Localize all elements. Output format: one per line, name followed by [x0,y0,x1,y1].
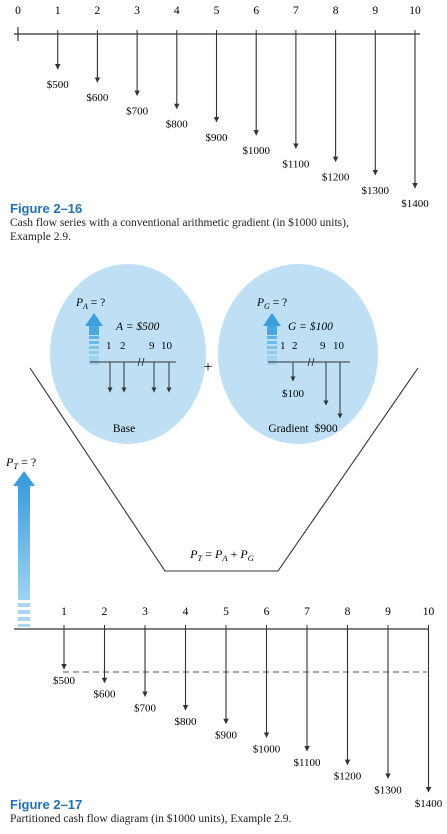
funnel-equation: PT = PA + PG [189,547,254,563]
figure-16-axis-ticks [57,30,416,34]
figure-16-period-5: 5 [214,5,220,17]
figure-16-caption-line-1: Cash flow series with a conventional ari… [10,217,349,229]
figure-17-amount-8: $1200 [334,771,362,783]
figure-16-cash-flow-arrows [54,34,418,189]
figure-16-amount-4: $800 [166,119,189,131]
figure-17-amount-labels: $500 $600 $700 $800 $900 $1000 $1100 $1200 $1300… [53,675,443,810]
figure-17-period-7: 7 [304,606,310,618]
figure-16-period-1: 1 [55,5,61,17]
figure-17-axis-ticks [63,625,429,629]
base-period-9: 9 [149,340,155,352]
figure-16-amount-1: $500 [47,79,70,91]
figure-17-amount-5: $900 [215,730,238,742]
figure-17-amount-1: $500 [53,675,76,687]
base-up-arrow [85,313,103,365]
figure-17-amount-9: $1300 [374,784,402,796]
figure-16-period-3: 3 [134,5,140,17]
figure-16-period-8: 8 [333,5,339,17]
base-period-10: 10 [161,340,173,352]
figure-16-amount-2: $600 [86,92,109,104]
figure-16-period-0: 0 [15,5,21,17]
figure-17-period-3: 3 [142,606,148,618]
figure-16-amount-10: $1400 [401,198,429,210]
figure-16-amount-9: $1300 [362,185,390,197]
base-name: Base [113,423,135,435]
gradient-amount-label: G = $100 [288,320,333,333]
figure-17-caption-text: Partitioned cash flow diagram (in $1000 … [10,813,292,825]
figure-17-amount-4: $800 [175,716,198,728]
gradient-name: Gradient $900 [268,422,337,435]
figure-17-period-10: 10 [423,606,435,618]
base-pa-label: PA = ? [75,297,105,311]
figure-17-period-4: 4 [183,606,189,618]
figure-16-diagram: 0 1 2 3 4 5 6 7 8 9 10 $500 $600 $700 $800 $900 $1000 $1… [14,5,429,210]
base-period-2: 2 [120,340,126,352]
figure-17-diagram: PT = ? 1 2 3 4 5 6 7 8 9 10 $500$600$700$800$900$… [5,455,443,810]
gradient-pg-label: PG = ? [256,297,287,311]
figure-17-amount-7: $1100 [293,757,321,769]
figure-17-period-8: 8 [345,606,351,618]
gradient-period-1: 1 [280,340,286,352]
figure-16-amount-8: $1200 [322,172,350,184]
base-circle: PA = ? A = $500 1 2 9 10 Base [50,264,206,444]
figure-17-period-9: 9 [385,606,391,618]
figure-17-amount-2: $600 [94,689,117,701]
base-amount-label: A = $500 [115,320,160,333]
pt-label: PT = ? [5,455,36,471]
figure-17-amount-6: $1000 [253,743,281,755]
figure-16-amount-3: $700 [126,105,149,117]
figure-17-period-6: 6 [264,606,270,618]
figure-17-amount-10: $1400 [415,798,443,810]
figure-17-caption: Figure 2–17 Partitioned cash flow diagra… [10,797,440,826]
figure-16-period-7: 7 [293,5,299,17]
pt-up-arrow [13,471,35,627]
figure-17-period-5: 5 [223,606,229,618]
figure-16-period-4: 4 [174,5,180,17]
figure-17-title: Figure 2–17 [10,797,83,812]
plus-sign: + [203,359,212,376]
gradient-period-9: 9 [320,340,326,352]
figure-17-cash-flow-arrows [61,629,432,793]
figure-16-amount-6: $1000 [242,145,270,157]
figure-16-amount-7: $1100 [282,158,310,170]
figure-17-period-labels: 1 2 3 4 5 6 7 8 9 10 [61,606,434,618]
gradient-axis-break [307,357,315,367]
figure-16-period-labels: 0 1 2 3 4 5 6 7 8 9 10 [15,5,421,17]
figure-16-amount-labels: $500 $600 $700 $800 $900 $1000 $1100 $1200 $1300… [47,79,430,210]
figure-17-period-1: 1 [61,606,67,618]
figure-16-title: Figure 2–16 [10,201,83,216]
figure-17-amount-3: $700 [134,702,157,714]
figure-16-caption-line-2: Example 2.9. [10,231,71,243]
figure-16-period-6: 6 [253,5,259,17]
gradient-first-amount: $100 [282,388,305,400]
figure-16-amount-5: $900 [206,132,229,144]
funnel-outline: PT = PA + PG [29,367,419,572]
base-axis-break [137,357,145,367]
gradient-up-arrow [263,313,281,365]
figure-16-period-9: 9 [372,5,378,17]
gradient-circle: PG = ? G = $100 1 2 9 10 $100 Gradient $9… [218,264,378,444]
figure-16-period-10: 10 [409,5,421,17]
base-period-1: 1 [106,340,112,352]
gradient-period-2: 2 [292,340,298,352]
figure-16-caption: Figure 2–16 Cash flow series with a conv… [10,201,440,244]
figure-17-period-2: 2 [102,606,108,618]
gradient-period-10: 10 [333,340,345,352]
figure-16-period-2: 2 [95,5,101,17]
